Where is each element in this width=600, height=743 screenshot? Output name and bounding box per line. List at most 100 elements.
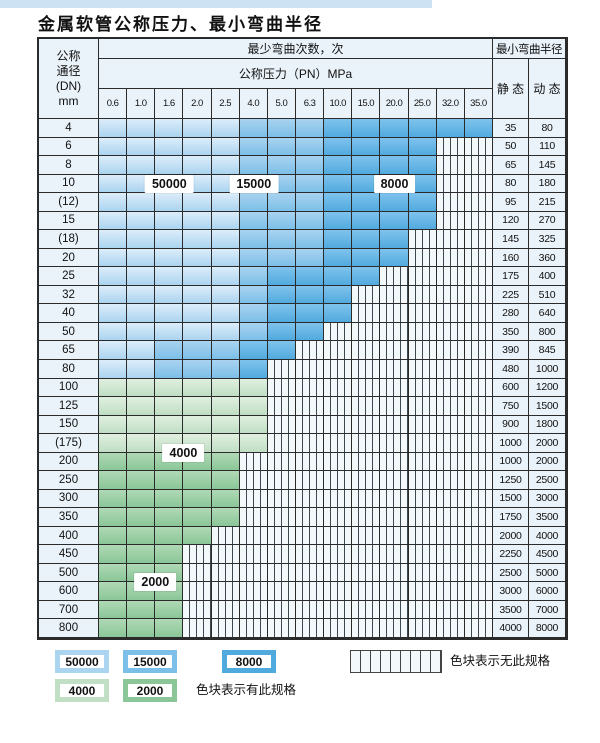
dynamic-radius-cell: 1500 — [528, 397, 566, 416]
dn-cell: 4 — [39, 119, 99, 138]
no-spec-cell — [380, 619, 409, 638]
no-spec-cell — [295, 397, 325, 416]
no-spec-cell — [352, 600, 381, 620]
spec-cell — [239, 211, 268, 231]
spec-cell — [183, 415, 212, 435]
no-spec-cell — [267, 545, 296, 564]
dynamic-radius-cell: 845 — [528, 341, 566, 360]
no-spec-cell — [408, 341, 437, 360]
spec-cell — [211, 248, 240, 268]
spec-cell — [211, 434, 240, 453]
dn-cell: 250 — [39, 471, 99, 490]
legend-box-2000: 2000 — [123, 679, 177, 702]
spec-cell — [183, 193, 212, 212]
spec-cell — [267, 285, 296, 305]
no-spec-cell — [436, 563, 465, 583]
no-spec-cell — [464, 174, 493, 194]
no-spec-cell — [324, 471, 353, 490]
spec-cell — [155, 193, 184, 212]
no-spec-cell — [380, 471, 409, 490]
no-spec-cell — [380, 285, 409, 305]
no-spec-cell — [352, 304, 381, 323]
spec-cell — [99, 230, 128, 249]
no-spec-cell — [436, 434, 465, 453]
no-spec-cell — [408, 415, 437, 435]
spec-cell — [267, 230, 296, 249]
no-spec-cell — [267, 378, 296, 398]
spec-cell — [295, 174, 325, 194]
region-label: 4000 — [162, 443, 205, 462]
no-spec-cell — [380, 508, 409, 527]
spec-cell — [211, 397, 240, 416]
no-spec-cell — [464, 563, 493, 583]
dynamic-radius-cell: 3000 — [528, 489, 566, 509]
spec-cell — [127, 267, 156, 286]
spec-cell — [127, 285, 156, 305]
spec-cell — [127, 137, 156, 157]
no-spec-cell — [324, 341, 353, 360]
spec-cell — [267, 322, 296, 342]
no-spec-cell — [464, 619, 493, 638]
spec-cell — [408, 211, 437, 231]
no-spec-cell — [436, 174, 465, 194]
no-spec-cell — [436, 304, 465, 323]
no-spec-cell — [464, 156, 493, 175]
spec-cell — [183, 322, 212, 342]
spec-cell — [127, 434, 156, 453]
no-spec-cell — [352, 341, 381, 360]
no-spec-cell — [295, 378, 325, 398]
no-spec-cell — [408, 322, 437, 342]
no-spec-cell — [239, 471, 268, 490]
no-spec-cell — [267, 600, 296, 620]
no-spec-cell — [295, 489, 325, 509]
spec-cell — [183, 378, 212, 398]
pressure-header-cell: 25.0 — [408, 89, 437, 119]
no-spec-cell — [267, 359, 296, 379]
no-spec-cell — [324, 378, 353, 398]
spec-cell — [127, 489, 156, 509]
no-spec-cell — [408, 619, 437, 638]
no-spec-cell — [380, 563, 409, 583]
no-spec-cell — [211, 582, 240, 601]
no-spec-cell — [436, 211, 465, 231]
no-spec-cell — [183, 619, 212, 638]
dn-cell: 15 — [39, 211, 99, 231]
spec-cell — [127, 452, 156, 472]
spec-cell — [99, 156, 128, 175]
no-spec-cell — [380, 378, 409, 398]
spec-cell — [155, 119, 184, 138]
no-spec-cell — [352, 619, 381, 638]
legend-label-2000: 2000 — [136, 683, 164, 698]
spec-cell — [99, 600, 128, 620]
region-label: 8000 — [373, 174, 416, 193]
dn-cell: 10 — [39, 174, 99, 194]
no-spec-cell — [267, 526, 296, 546]
no-spec-cell — [352, 378, 381, 398]
no-spec-cell — [464, 452, 493, 472]
spec-cell — [183, 119, 212, 138]
no-spec-cell — [464, 508, 493, 527]
no-spec-cell — [436, 397, 465, 416]
legend-color-note: 色块表示有此规格 — [196, 683, 297, 697]
spec-cell — [295, 211, 325, 231]
no-spec-cell — [436, 359, 465, 379]
no-spec-cell — [464, 415, 493, 435]
no-spec-cell — [239, 489, 268, 509]
spec-cell — [183, 526, 212, 546]
spec-cell — [127, 619, 156, 638]
spec-cell — [127, 545, 156, 564]
spec-cell — [295, 119, 325, 138]
dynamic-radius-cell: 640 — [528, 304, 566, 323]
no-spec-cell — [324, 582, 353, 601]
spec-cell — [408, 119, 437, 138]
spec-cell — [99, 526, 128, 546]
dynamic-radius-cell: 2000 — [528, 434, 566, 453]
spec-cell — [99, 563, 128, 583]
no-spec-cell — [267, 434, 296, 453]
no-spec-cell — [464, 471, 493, 490]
spec-cell — [267, 267, 296, 286]
spec-cell — [183, 489, 212, 509]
static-radius-cell: 2250 — [492, 545, 529, 564]
no-spec-cell — [464, 600, 493, 620]
dn-cell: 25 — [39, 267, 99, 286]
